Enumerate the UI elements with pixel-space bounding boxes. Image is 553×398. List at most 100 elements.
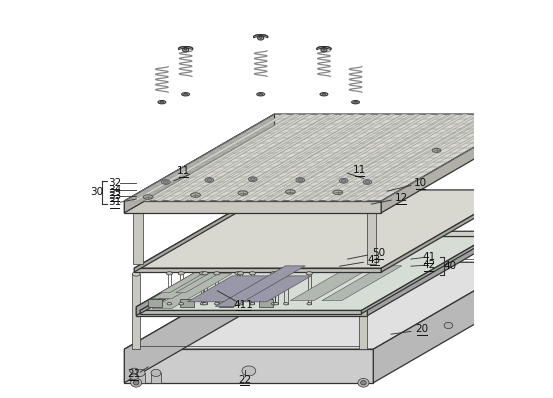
Text: 10: 10 bbox=[414, 178, 427, 188]
Text: 32: 32 bbox=[108, 178, 121, 188]
Polygon shape bbox=[241, 114, 395, 201]
Text: 411: 411 bbox=[233, 300, 253, 310]
Ellipse shape bbox=[236, 302, 241, 305]
Ellipse shape bbox=[273, 272, 279, 275]
Ellipse shape bbox=[352, 101, 359, 104]
Polygon shape bbox=[359, 274, 367, 349]
Polygon shape bbox=[192, 114, 347, 201]
Ellipse shape bbox=[202, 272, 208, 275]
Ellipse shape bbox=[274, 302, 279, 305]
Polygon shape bbox=[184, 47, 193, 49]
Polygon shape bbox=[124, 262, 524, 349]
Polygon shape bbox=[136, 307, 367, 316]
Polygon shape bbox=[362, 236, 489, 314]
Polygon shape bbox=[337, 114, 492, 201]
Ellipse shape bbox=[166, 272, 173, 275]
Polygon shape bbox=[349, 114, 504, 201]
Polygon shape bbox=[152, 264, 232, 298]
Ellipse shape bbox=[179, 302, 184, 305]
Polygon shape bbox=[289, 114, 444, 201]
Polygon shape bbox=[140, 236, 489, 310]
Text: 21: 21 bbox=[127, 369, 140, 379]
Polygon shape bbox=[361, 114, 516, 201]
Polygon shape bbox=[322, 266, 402, 300]
Ellipse shape bbox=[432, 148, 441, 152]
Ellipse shape bbox=[200, 302, 205, 305]
Ellipse shape bbox=[333, 190, 343, 195]
Ellipse shape bbox=[132, 272, 140, 276]
Ellipse shape bbox=[235, 272, 241, 275]
Ellipse shape bbox=[340, 178, 348, 183]
Polygon shape bbox=[136, 231, 267, 316]
Ellipse shape bbox=[320, 93, 328, 96]
Ellipse shape bbox=[249, 272, 255, 275]
Polygon shape bbox=[381, 190, 517, 272]
Polygon shape bbox=[215, 266, 305, 306]
Ellipse shape bbox=[323, 49, 325, 50]
Polygon shape bbox=[132, 274, 140, 349]
Polygon shape bbox=[133, 213, 143, 264]
Ellipse shape bbox=[358, 378, 369, 387]
Text: 31: 31 bbox=[108, 197, 121, 207]
Ellipse shape bbox=[257, 93, 265, 96]
Polygon shape bbox=[517, 126, 526, 177]
Polygon shape bbox=[301, 114, 456, 201]
Ellipse shape bbox=[307, 302, 312, 305]
Ellipse shape bbox=[321, 48, 327, 52]
Polygon shape bbox=[124, 114, 531, 201]
Polygon shape bbox=[134, 268, 381, 272]
Ellipse shape bbox=[250, 302, 255, 305]
Polygon shape bbox=[180, 114, 335, 201]
Polygon shape bbox=[373, 262, 524, 383]
Ellipse shape bbox=[191, 193, 200, 197]
Ellipse shape bbox=[248, 177, 257, 181]
Polygon shape bbox=[229, 114, 384, 201]
Polygon shape bbox=[135, 373, 145, 383]
Ellipse shape bbox=[363, 179, 372, 184]
Ellipse shape bbox=[242, 366, 255, 376]
Polygon shape bbox=[144, 114, 299, 201]
Ellipse shape bbox=[444, 322, 453, 329]
Polygon shape bbox=[148, 299, 162, 307]
Ellipse shape bbox=[215, 302, 219, 305]
Ellipse shape bbox=[510, 185, 518, 189]
Ellipse shape bbox=[285, 190, 295, 194]
Polygon shape bbox=[317, 47, 326, 49]
Text: 34: 34 bbox=[108, 185, 121, 195]
Polygon shape bbox=[283, 187, 290, 262]
Polygon shape bbox=[124, 114, 274, 213]
Polygon shape bbox=[134, 190, 517, 268]
Ellipse shape bbox=[164, 181, 168, 183]
Ellipse shape bbox=[130, 374, 139, 380]
Ellipse shape bbox=[508, 291, 519, 300]
Ellipse shape bbox=[161, 179, 170, 184]
Ellipse shape bbox=[202, 302, 207, 305]
Polygon shape bbox=[381, 114, 531, 213]
Polygon shape bbox=[259, 299, 273, 307]
Ellipse shape bbox=[365, 181, 370, 183]
Ellipse shape bbox=[353, 101, 358, 103]
Polygon shape bbox=[169, 114, 324, 201]
Polygon shape bbox=[136, 231, 498, 307]
Polygon shape bbox=[510, 187, 518, 262]
Text: 11: 11 bbox=[353, 165, 366, 175]
Ellipse shape bbox=[135, 369, 145, 377]
Ellipse shape bbox=[359, 272, 367, 276]
Ellipse shape bbox=[237, 272, 244, 275]
Ellipse shape bbox=[181, 93, 190, 96]
Ellipse shape bbox=[238, 191, 248, 195]
Ellipse shape bbox=[296, 178, 305, 182]
Polygon shape bbox=[367, 231, 498, 316]
Polygon shape bbox=[151, 373, 161, 383]
Polygon shape bbox=[180, 299, 194, 307]
Polygon shape bbox=[367, 213, 376, 264]
Polygon shape bbox=[134, 190, 269, 272]
Ellipse shape bbox=[143, 195, 153, 199]
Polygon shape bbox=[132, 114, 287, 201]
Text: 50: 50 bbox=[372, 248, 385, 258]
Ellipse shape bbox=[160, 101, 164, 103]
Ellipse shape bbox=[251, 178, 255, 181]
Text: 12: 12 bbox=[394, 193, 408, 203]
Polygon shape bbox=[253, 114, 408, 201]
Polygon shape bbox=[160, 258, 230, 293]
